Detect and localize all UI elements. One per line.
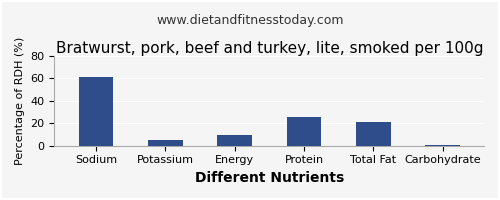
Bar — [148, 140, 182, 146]
X-axis label: Different Nutrients: Different Nutrients — [194, 171, 344, 185]
Title: Bratwurst, pork, beef and turkey, lite, smoked per 100g: Bratwurst, pork, beef and turkey, lite, … — [56, 41, 483, 56]
Bar — [356, 122, 390, 146]
Text: www.dietandfitnesstoday.com: www.dietandfitnesstoday.com — [156, 14, 344, 27]
Bar — [426, 145, 460, 146]
Bar — [218, 135, 252, 146]
Y-axis label: Percentage of RDH (%): Percentage of RDH (%) — [15, 37, 25, 165]
Bar — [286, 117, 322, 146]
Bar — [78, 77, 114, 146]
